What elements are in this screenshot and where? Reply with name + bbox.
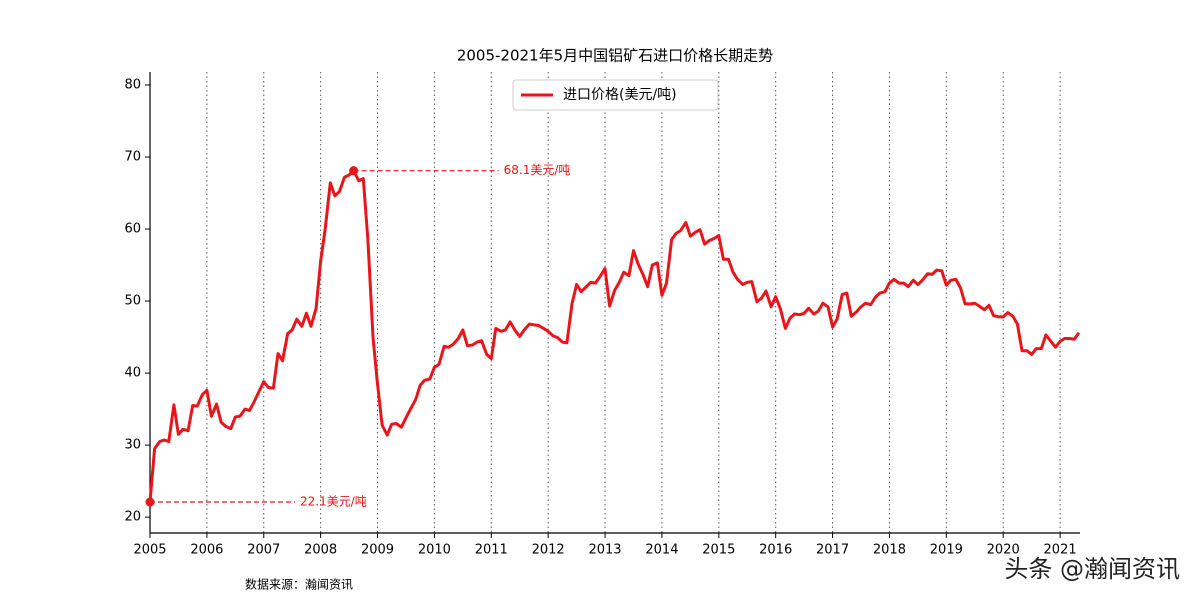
x-tick-label: 2014 — [645, 543, 678, 558]
y-tick-label: 80 — [124, 77, 141, 92]
x-tick-label: 2009 — [361, 543, 394, 558]
annotation-point — [349, 166, 359, 176]
y-tick-label: 60 — [124, 222, 141, 237]
y-tick-label: 40 — [124, 366, 141, 381]
x-tick-label: 2018 — [873, 543, 906, 558]
x-tick-label: 2017 — [816, 543, 849, 558]
watermark: 头条 @瀚闻资讯 — [1004, 555, 1180, 583]
y-tick-label: 30 — [124, 438, 141, 453]
y-tick-label: 20 — [124, 510, 141, 525]
source-note: 数据来源：瀚闻资讯 — [245, 577, 353, 592]
x-tick-label: 2005 — [133, 543, 166, 558]
x-tick-label: 2006 — [190, 543, 223, 558]
chart-title: 2005-2021年5月中国铝矿石进口价格长期走势 — [457, 47, 773, 65]
x-tick-label: 2013 — [588, 543, 621, 558]
x-tick-label: 2015 — [702, 543, 735, 558]
annotation-label: 22.1美元/吨 — [300, 495, 367, 509]
x-tick-label: 2008 — [304, 543, 337, 558]
x-tick-label: 2016 — [759, 543, 792, 558]
annotation-label: 68.1美元/吨 — [504, 163, 571, 177]
legend-box — [512, 79, 719, 111]
annotation-point — [145, 497, 155, 507]
x-tick-label: 2020 — [987, 543, 1020, 558]
y-tick-label: 50 — [124, 294, 141, 309]
x-tick-label: 2012 — [532, 543, 565, 558]
data-line — [148, 169, 1081, 503]
x-tick-label: 2010 — [418, 543, 451, 558]
x-tick-label: 2007 — [247, 543, 280, 558]
x-tick-label: 2011 — [475, 543, 508, 558]
x-tick-label: 2019 — [930, 543, 963, 558]
legend-label: 进口价格(美元/吨) — [563, 87, 677, 103]
x-tick-label: 2021 — [1044, 543, 1077, 558]
y-tick-label: 70 — [124, 149, 141, 164]
